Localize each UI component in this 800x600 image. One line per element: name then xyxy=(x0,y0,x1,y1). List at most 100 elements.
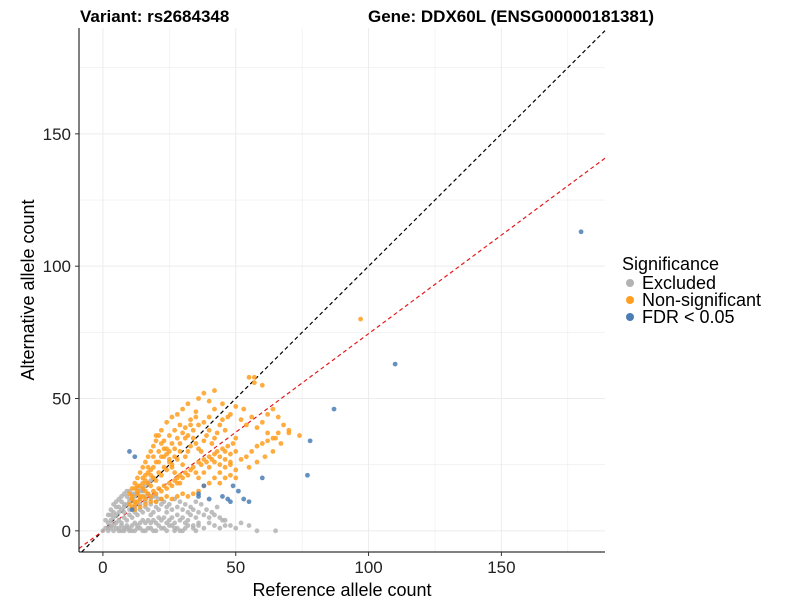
data-point xyxy=(153,438,159,444)
data-point xyxy=(254,528,260,534)
data-point xyxy=(182,454,188,460)
data-point xyxy=(201,419,207,425)
grid-lines xyxy=(79,28,605,552)
data-point xyxy=(132,486,138,491)
legend-label: Excluded xyxy=(642,273,716,293)
data-point xyxy=(182,425,188,431)
data-point xyxy=(158,427,164,433)
data-point xyxy=(206,414,212,420)
data-point xyxy=(188,417,193,423)
data-point xyxy=(185,509,191,515)
data-point xyxy=(166,523,172,528)
data-point xyxy=(222,523,228,528)
data-point xyxy=(143,501,148,507)
data-point xyxy=(148,483,154,489)
data-point xyxy=(225,443,231,449)
data-point xyxy=(174,494,180,499)
data-point xyxy=(233,435,239,441)
data-point xyxy=(180,515,186,520)
data-point xyxy=(246,464,252,470)
data-point xyxy=(204,433,209,438)
data-point xyxy=(182,435,188,441)
data-point xyxy=(228,499,233,505)
data-point xyxy=(217,515,223,520)
series-excluded xyxy=(100,475,278,534)
data-point xyxy=(578,229,584,235)
data-point xyxy=(174,456,180,462)
data-point xyxy=(124,517,130,523)
data-point xyxy=(249,449,255,454)
data-point xyxy=(188,504,193,510)
data-point xyxy=(150,528,156,534)
legend-title: Significance xyxy=(622,254,719,274)
data-point xyxy=(140,509,146,515)
data-point xyxy=(209,441,215,446)
data-point xyxy=(150,443,156,449)
data-point xyxy=(148,472,154,478)
data-point xyxy=(169,496,175,502)
data-point xyxy=(259,475,265,481)
data-point xyxy=(135,512,140,518)
data-point xyxy=(201,390,207,396)
data-point xyxy=(161,454,167,460)
data-point xyxy=(233,525,239,531)
data-point xyxy=(172,525,178,531)
data-point xyxy=(198,449,204,454)
data-point xyxy=(246,374,252,380)
data-point xyxy=(156,459,162,465)
data-point xyxy=(281,422,286,428)
data-point xyxy=(214,504,220,510)
data-point xyxy=(158,488,164,494)
data-point xyxy=(188,422,193,428)
data-point xyxy=(150,454,156,460)
data-point xyxy=(206,496,212,502)
data-point xyxy=(190,491,196,497)
x-tick-labels: 0 50 100 150 xyxy=(98,552,516,577)
data-point xyxy=(212,459,217,465)
data-point xyxy=(140,528,146,534)
data-point xyxy=(169,464,175,470)
data-point xyxy=(193,515,199,520)
data-point xyxy=(241,496,247,502)
data-point xyxy=(164,486,170,491)
data-point xyxy=(169,441,175,446)
data-point xyxy=(135,525,140,531)
data-point xyxy=(305,472,310,478)
data-point xyxy=(119,494,124,499)
data-point xyxy=(235,488,241,494)
data-point xyxy=(217,470,223,476)
data-point xyxy=(164,467,170,473)
data-point xyxy=(174,504,180,510)
data-point xyxy=(145,525,151,531)
data-point xyxy=(206,398,212,404)
data-point xyxy=(246,499,252,505)
data-point xyxy=(193,441,199,446)
data-point xyxy=(193,414,199,420)
data-point xyxy=(220,494,225,499)
data-point xyxy=(233,404,239,409)
data-point xyxy=(206,427,212,433)
data-point xyxy=(241,406,247,412)
data-point xyxy=(201,525,207,531)
data-point xyxy=(196,523,201,528)
data-point xyxy=(190,464,196,470)
series-non-significant xyxy=(127,316,363,513)
data-point xyxy=(196,422,201,428)
data-point xyxy=(193,409,199,415)
data-point xyxy=(358,316,363,322)
data-point xyxy=(196,475,201,481)
data-point xyxy=(174,480,180,486)
data-point xyxy=(177,499,183,505)
data-point xyxy=(145,507,151,513)
data-point xyxy=(174,411,180,417)
data-point xyxy=(217,462,223,468)
data-point xyxy=(270,406,276,412)
data-point xyxy=(254,459,260,465)
data-point xyxy=(273,528,278,534)
data-point xyxy=(161,438,167,444)
data-point xyxy=(113,499,119,505)
data-point xyxy=(222,449,228,454)
data-point xyxy=(198,462,204,468)
data-point xyxy=(270,449,276,454)
